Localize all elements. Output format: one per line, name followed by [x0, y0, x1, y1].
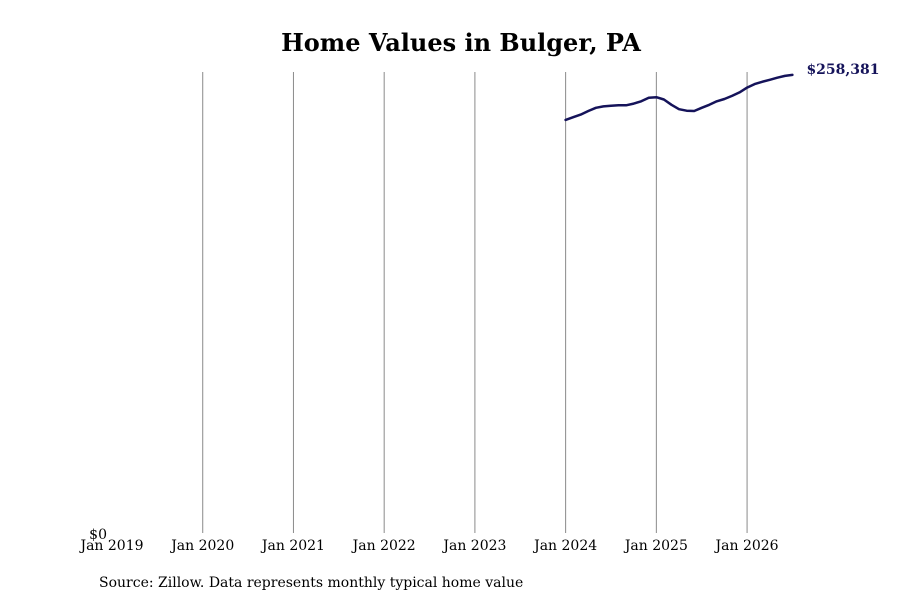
x-tick-label: Jan 2024 [532, 538, 597, 554]
x-tick-label: Jan 2021 [260, 538, 325, 554]
home-value-line [564, 73, 794, 122]
x-tick-label: Jan 2019 [78, 538, 143, 554]
x-tick-label: Jan 2025 [623, 538, 688, 554]
chart-title: Home Values in Bulger, PA [281, 28, 641, 57]
x-axis-tick-labels: Jan 2019 Jan 2020 Jan 2021 Jan 2022 Jan 2023… [78, 538, 778, 554]
x-tick-label: Jan 2022 [351, 538, 416, 554]
vertical-gridlines [202, 72, 748, 533]
x-tick-label: Jan 2020 [169, 538, 234, 554]
latest-value-label: $258,381 [806, 62, 879, 78]
y-axis-tick-labels: $0 [89, 527, 107, 543]
y-tick-label: $0 [89, 527, 107, 543]
source-note: Source: Zillow. Data represents monthly … [99, 575, 523, 591]
x-tick-label: Jan 2023 [441, 538, 506, 554]
x-tick-label: Jan 2026 [714, 538, 779, 554]
